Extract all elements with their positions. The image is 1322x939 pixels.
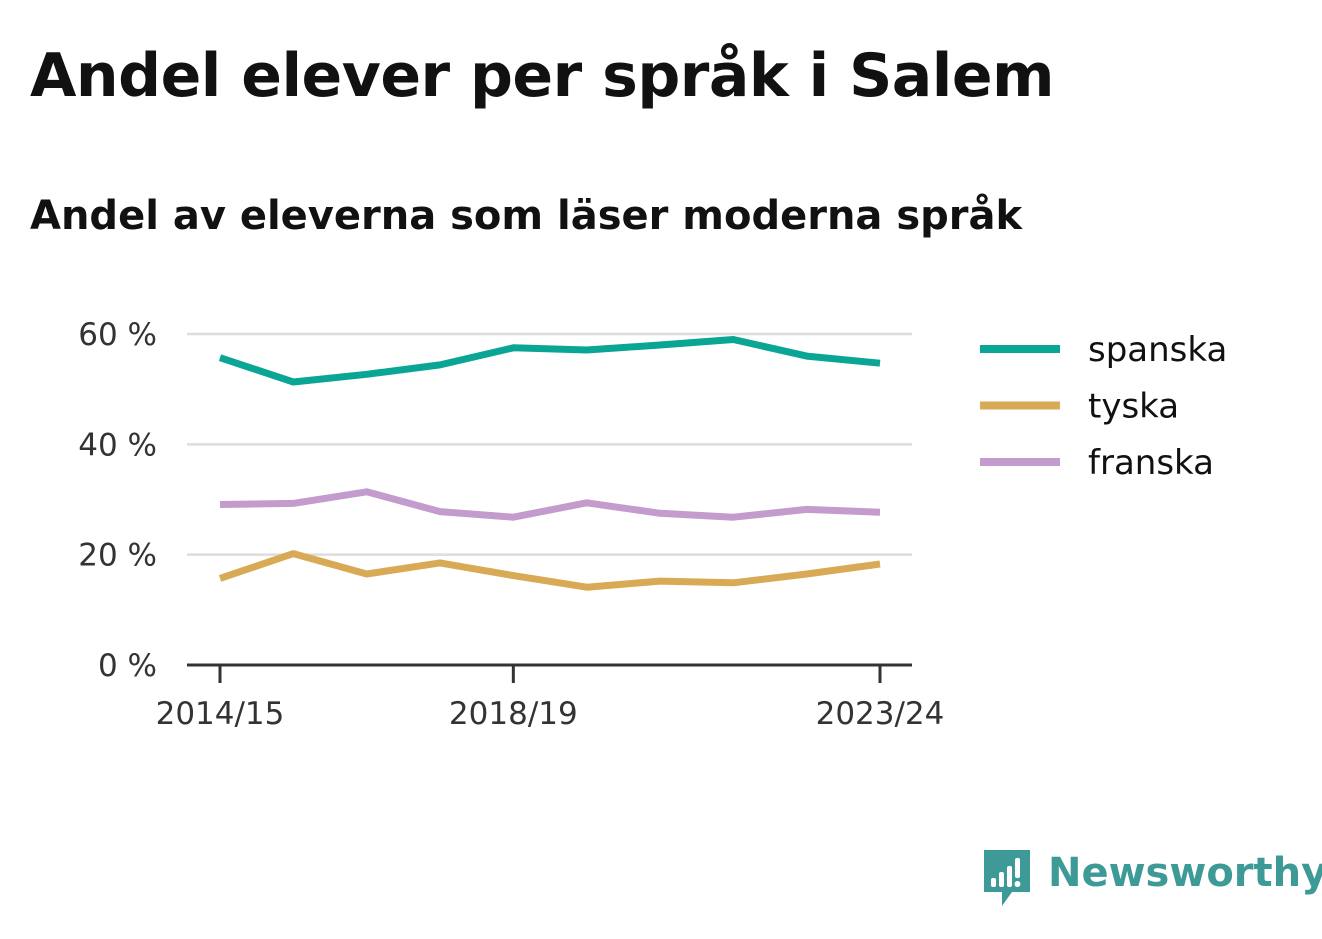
axes: 0 % 20 % 40 % 60 % 2014/15 2018/19 2023/24	[78, 317, 944, 732]
brand-name: Newsworthy	[1048, 850, 1322, 896]
series-line-franska	[219, 488, 881, 521]
gridlines	[187, 332, 912, 556]
newsworthy-bar-chart-icon	[984, 850, 1030, 906]
x-tick-label: 2014/15	[156, 696, 285, 732]
legend-label-spanska: spanska	[1088, 330, 1227, 370]
series-lines	[218, 336, 881, 591]
brand-logo: Newsworthy	[982, 848, 1322, 912]
y-tick-label: 0 %	[98, 648, 157, 684]
page-title: Andel elever per språk i Salem	[30, 41, 1055, 111]
y-tick-label: 40 %	[78, 427, 157, 463]
x-tick-label: 2023/24	[816, 696, 945, 732]
series-line-spanska	[218, 336, 881, 386]
legend-label-franska: franska	[1088, 443, 1214, 483]
legend-label-tyska: tyska	[1088, 387, 1179, 427]
y-tick-label: 60 %	[78, 317, 157, 353]
legend: spanska tyska franska	[980, 330, 1227, 483]
y-tick-label: 20 %	[78, 538, 157, 574]
x-tick-label: 2018/19	[449, 696, 578, 732]
chart-subtitle: Andel av eleverna som läser moderna språ…	[30, 193, 1023, 239]
series-line-tyska	[218, 550, 881, 591]
